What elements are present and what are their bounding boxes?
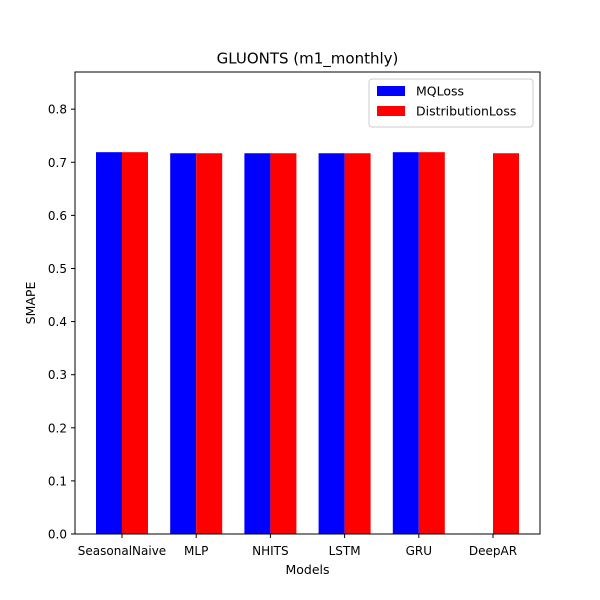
bar-mqloss-nhits [244,153,271,534]
bar-mqloss-seasonalnaive [96,152,122,534]
x-tick-label-nhits: NHITS [252,544,289,558]
y-tick-label: 0.2 [48,421,67,435]
y-tick-label: 0.6 [48,209,67,223]
bar-distributionloss-mlp [196,153,223,534]
y-tick-label: 0.5 [48,262,67,276]
y-tick-label: 0.3 [48,368,67,382]
x-tick-label-mlp: MLP [184,544,208,558]
x-tick-label-lstm: LSTM [329,544,361,558]
y-tick-label: 0.8 [48,103,67,117]
bar-distributionloss-seasonalnaive [122,152,148,534]
bar-mqloss-gru [392,152,419,534]
x-tick-label-gru: GRU [406,544,432,558]
bars-layer [96,152,519,534]
bar-distributionloss-lstm [344,153,371,534]
y-tick-label: 0.4 [48,315,67,329]
bar-mqloss-lstm [318,153,345,534]
y-tick-label: 0.0 [48,528,67,542]
y-tick-label: 0.1 [48,474,67,488]
legend-swatch-mqloss [377,86,405,96]
legend-box [368,78,534,128]
legend-swatch-distributionloss [377,106,405,116]
bar-mqloss-mlp [170,153,197,534]
x-tick-label-seasonalnaive: SeasonalNaive [78,544,166,558]
x-axis: SeasonalNaive MLP NHITS LSTM GRU DeepAR [78,534,517,558]
legend-label-distributionloss: DistributionLoss [416,104,516,119]
bar-distributionloss-deepar [493,153,519,534]
plot-frame [74,71,541,535]
chart-title: GLUONTS (m1_monthly) [217,50,399,69]
y-axis: 0.0 0.1 0.2 0.3 0.4 0.5 0.6 0.7 0.8 [48,103,75,542]
y-axis-label: SMAPE [23,282,38,325]
y-tick-label: 0.7 [48,156,67,170]
x-tick-label-deepar: DeepAR [469,544,517,558]
legend[interactable]: MQLoss DistributionLoss [368,78,534,128]
bar-distributionloss-gru [418,152,445,534]
x-axis-label: Models [285,562,329,577]
legend-label-mqloss: MQLoss [416,84,464,99]
bar-distributionloss-nhits [270,153,297,534]
